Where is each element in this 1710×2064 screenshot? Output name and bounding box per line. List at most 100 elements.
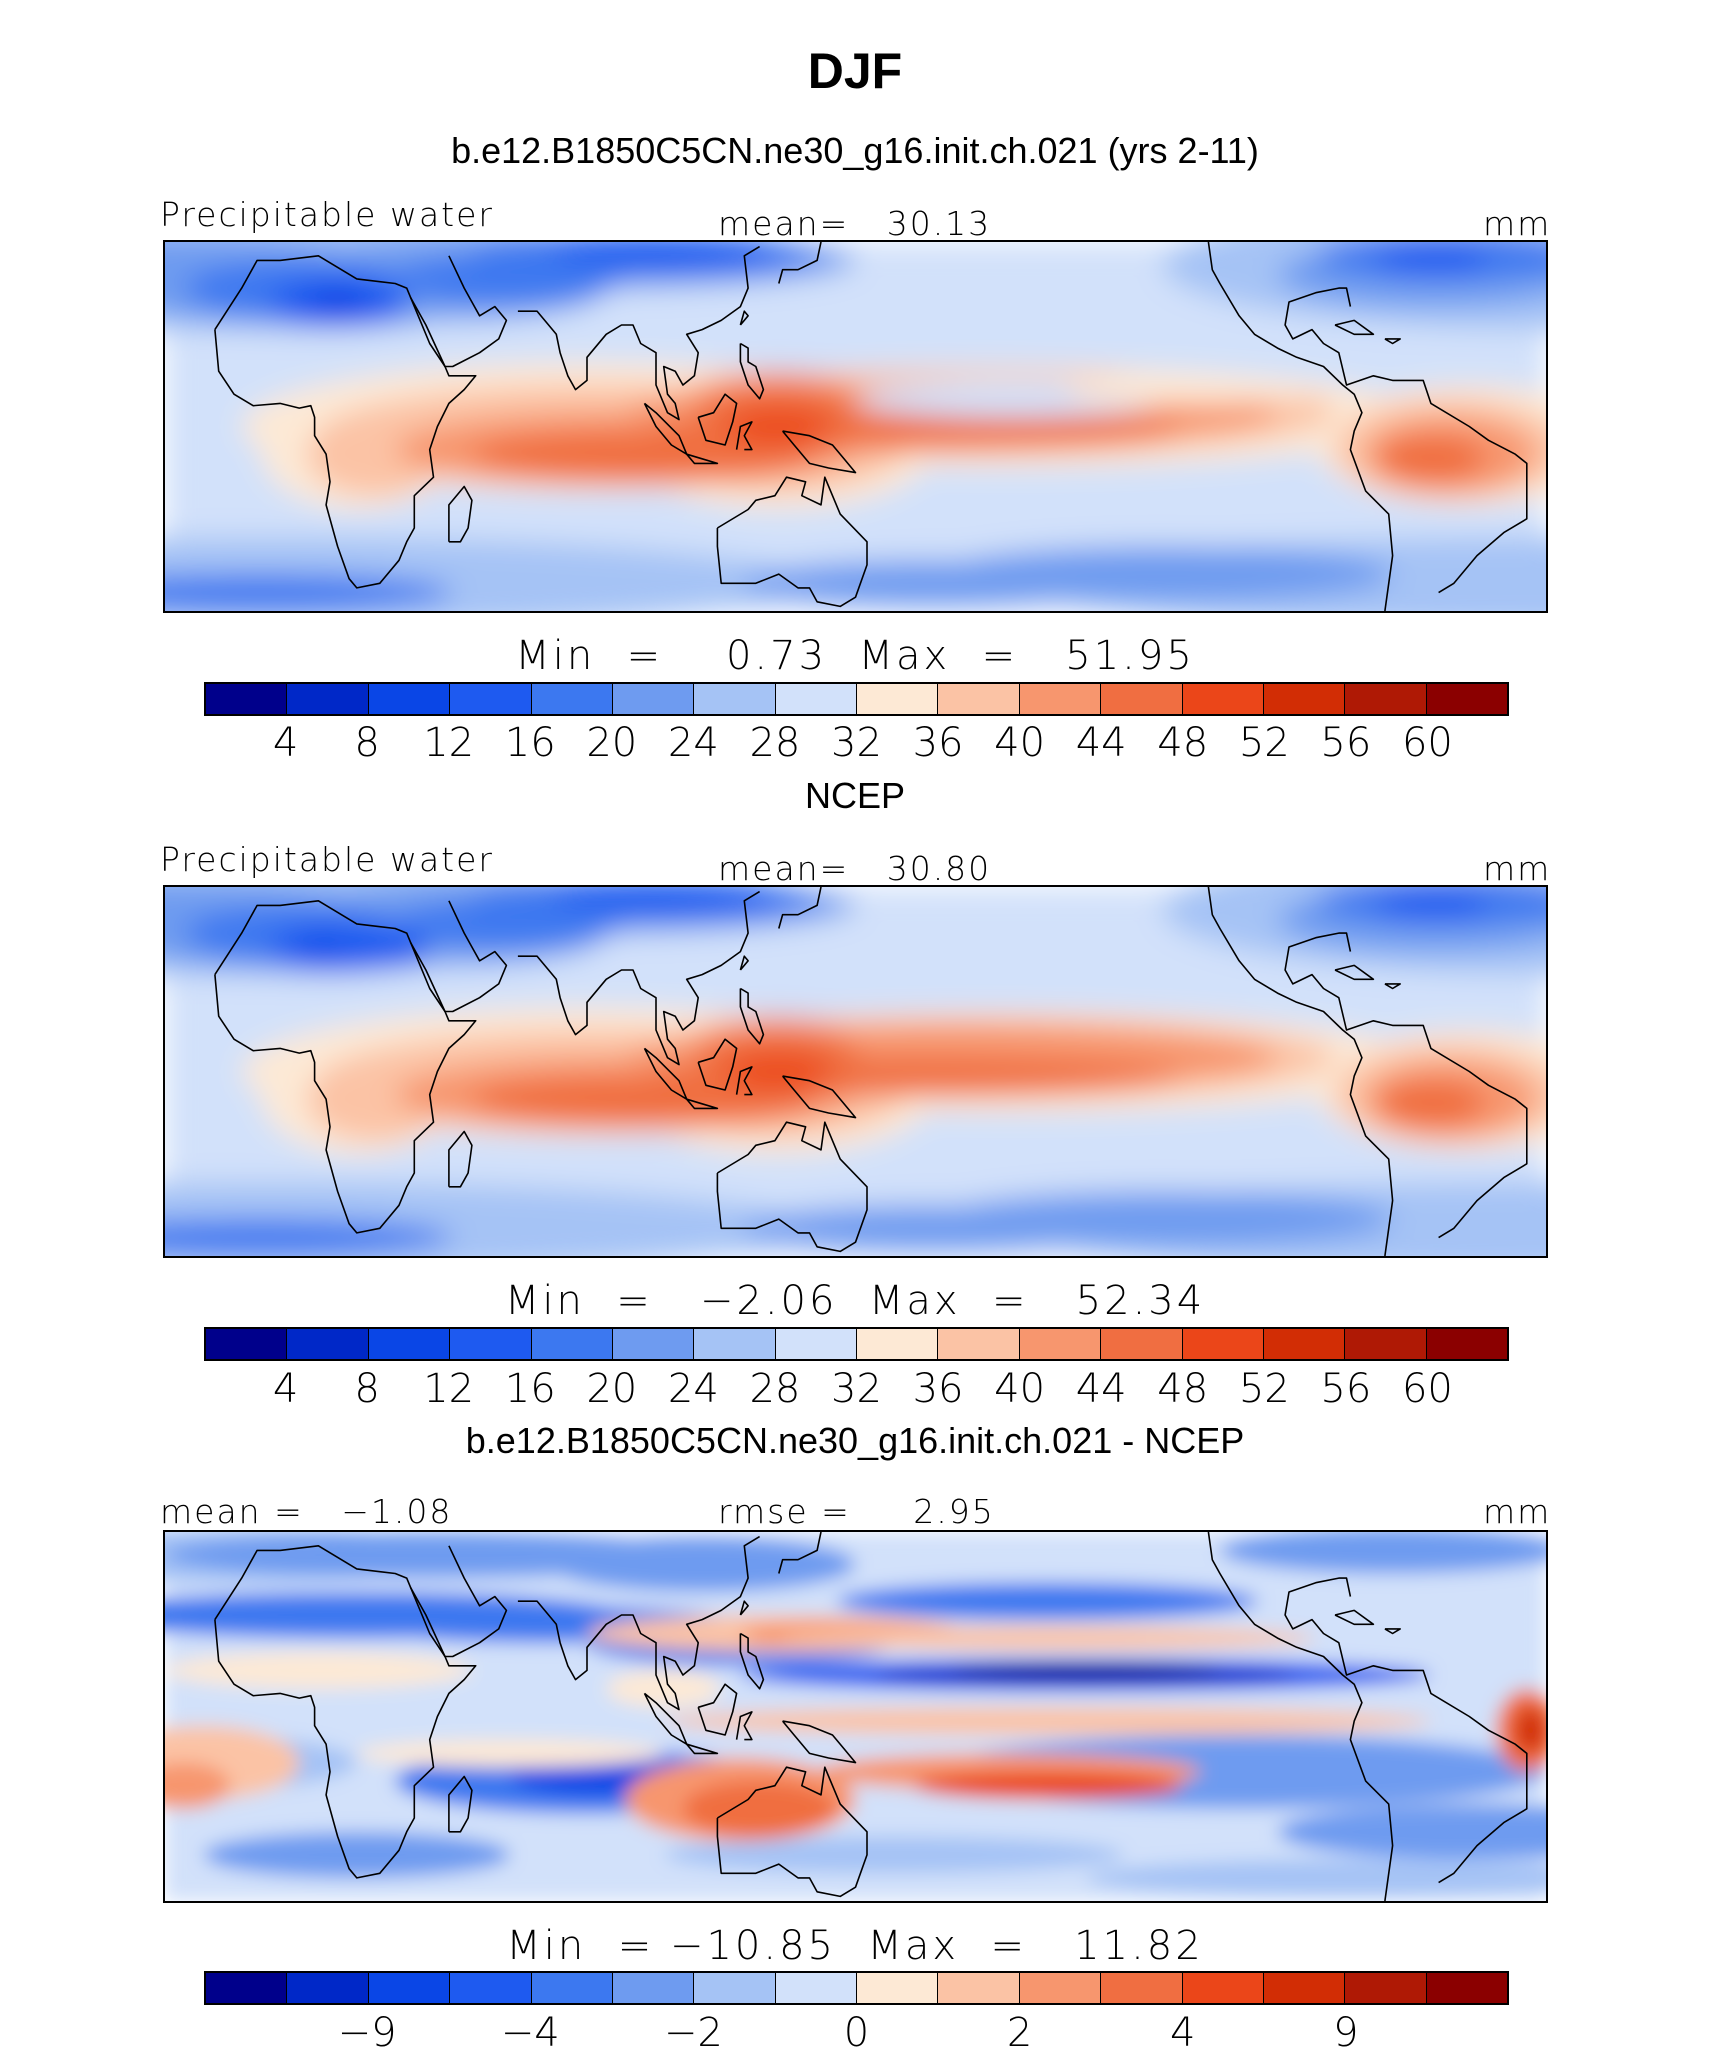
figure-title: DJF bbox=[807, 43, 903, 99]
coastline-path bbox=[1334, 964, 1375, 981]
panel-3-colorbar bbox=[204, 1971, 1509, 2005]
coastline-path bbox=[686, 1098, 719, 1110]
colorbar-swatch bbox=[857, 684, 939, 714]
colorbar-swatch bbox=[450, 684, 532, 714]
colorbar-tick-label: 0 bbox=[843, 2010, 870, 2056]
panel-3-header: b.e12.B1850C5CN.ne30_g16.init.ch.021 - N… bbox=[465, 1420, 1245, 1461]
coastline-path bbox=[214, 255, 477, 589]
panel-1-units: mm bbox=[1483, 204, 1552, 243]
coastline-path bbox=[1207, 1532, 1394, 1901]
colorbar-swatch bbox=[694, 684, 776, 714]
colorbar-swatch bbox=[368, 1329, 451, 1359]
coastline-path bbox=[686, 1743, 719, 1755]
colorbar-swatch bbox=[612, 684, 695, 714]
panel-3-colorbar-ticks: −9 −4 −2 0 2 4 9 bbox=[204, 2010, 1509, 2056]
colorbar-swatch bbox=[531, 1973, 613, 2003]
colorbar-tick-label: 48 bbox=[1157, 1366, 1209, 1412]
coastline-path bbox=[517, 245, 761, 421]
colorbar-tick-label: 4 bbox=[272, 720, 299, 766]
contour-field bbox=[165, 242, 1546, 611]
colorbar-tick-label: 36 bbox=[912, 720, 964, 766]
colorbar-tick-label: 32 bbox=[831, 1366, 882, 1412]
panel-3-units: mm bbox=[1483, 1492, 1552, 1531]
colorbar-swatch bbox=[1101, 1973, 1183, 2003]
colorbar-swatch bbox=[612, 1329, 695, 1359]
colorbar-tick-label: −9 bbox=[337, 2010, 397, 2056]
colorbar-swatch bbox=[938, 1329, 1020, 1359]
panel-1-header: b.e12.B1850C5CN.ne30_g16.init.ch.021 (yr… bbox=[451, 130, 1259, 171]
panel-3-map bbox=[163, 1530, 1548, 1903]
coastline-path bbox=[409, 900, 508, 1013]
colorbar-tick-label: 16 bbox=[504, 720, 556, 766]
colorbar-tick-label: 28 bbox=[749, 720, 801, 766]
coastline-path bbox=[1207, 887, 1394, 1256]
colorbar-swatch bbox=[287, 684, 369, 714]
colorbar-swatch bbox=[775, 1329, 857, 1359]
colorbar-tick-label: −4 bbox=[500, 2010, 560, 2056]
coastline-path bbox=[643, 1692, 688, 1745]
colorbar-swatch bbox=[1019, 1973, 1102, 2003]
coastline-path bbox=[1334, 1609, 1375, 1626]
colorbar-swatch bbox=[450, 1329, 532, 1359]
colorbar-swatch bbox=[1019, 684, 1102, 714]
colorbar-swatch bbox=[1263, 1329, 1346, 1359]
colorbar-tick-label: 56 bbox=[1320, 720, 1372, 766]
colorbar-tick-label: 4 bbox=[272, 1366, 299, 1412]
colorbar-tick-label: 40 bbox=[994, 1366, 1046, 1412]
colorbar-swatch bbox=[857, 1973, 939, 2003]
coastline-path bbox=[517, 1535, 761, 1711]
panel-2-units: mm bbox=[1483, 849, 1552, 888]
coastline-path bbox=[739, 1600, 749, 1616]
colorbar-swatch bbox=[1263, 684, 1346, 714]
coastline-path bbox=[643, 1047, 688, 1100]
coastline-path bbox=[735, 421, 753, 451]
colorbar-tick-label: 52 bbox=[1238, 1366, 1290, 1412]
colorbar-tick-label: 36 bbox=[912, 1366, 964, 1412]
coastline-path bbox=[1284, 932, 1528, 1239]
panel-3-mean-label: mean = −1.08 bbox=[160, 1492, 453, 1531]
coastline-path bbox=[781, 1720, 857, 1764]
colorbar-tick-label: 12 bbox=[423, 1366, 475, 1412]
panel-2-map bbox=[163, 885, 1548, 1258]
colorbar-tick-label: 28 bbox=[749, 1366, 801, 1412]
colorbar-swatch bbox=[531, 1329, 613, 1359]
colorbar-tick-label: 52 bbox=[1238, 720, 1290, 766]
coastline-path bbox=[1384, 338, 1401, 345]
colorbar-swatch bbox=[1182, 1973, 1264, 2003]
colorbar-tick-label: 60 bbox=[1401, 720, 1453, 766]
colorbar-tick-label: 2 bbox=[1006, 2010, 1033, 2056]
colorbar-swatch bbox=[206, 1329, 288, 1359]
colorbar-swatch bbox=[857, 1329, 939, 1359]
colorbar-swatch bbox=[1182, 684, 1264, 714]
coastline-path bbox=[778, 1532, 822, 1574]
coastline-path bbox=[1207, 242, 1394, 611]
colorbar-tick-label: 40 bbox=[994, 720, 1046, 766]
coastline-path bbox=[716, 476, 868, 608]
colorbar-tick-label: 24 bbox=[667, 720, 719, 766]
colorbar-tick-label: 56 bbox=[1320, 1366, 1372, 1412]
colorbar-tick-label: 16 bbox=[504, 1366, 556, 1412]
colorbar-swatch bbox=[1019, 1329, 1102, 1359]
contour-field bbox=[165, 887, 1546, 1256]
panel-1-map bbox=[163, 240, 1548, 613]
coastline-path bbox=[739, 987, 765, 1045]
coastline-path bbox=[697, 1038, 738, 1091]
colorbar-swatch bbox=[1263, 1973, 1346, 2003]
colorbar-swatch bbox=[531, 684, 613, 714]
colorbar-swatch bbox=[775, 1973, 857, 2003]
colorbar-tick-label: 32 bbox=[831, 720, 882, 766]
map-canvas bbox=[165, 887, 1546, 1256]
coastline-path bbox=[1384, 1628, 1401, 1635]
colorbar-swatch bbox=[1101, 684, 1183, 714]
coastline-path bbox=[517, 890, 761, 1066]
coastline-path bbox=[448, 1775, 473, 1833]
coastline-path bbox=[735, 1711, 753, 1741]
coastline-path bbox=[739, 955, 749, 971]
colorbar-swatch bbox=[1426, 1329, 1507, 1359]
coastline-path bbox=[1384, 983, 1401, 990]
colorbar-swatch bbox=[206, 1973, 288, 2003]
colorbar-swatch bbox=[368, 1973, 451, 2003]
panel-1-colorbar-ticks: 4 8 12 16 20 24 28 32 36 40 44 48 52 56 60 bbox=[204, 720, 1509, 766]
panel-2-colorbar-ticks: 4 8 12 16 20 24 28 32 36 40 44 48 52 56 60 bbox=[204, 1366, 1509, 1412]
colorbar-swatch bbox=[694, 1973, 776, 2003]
